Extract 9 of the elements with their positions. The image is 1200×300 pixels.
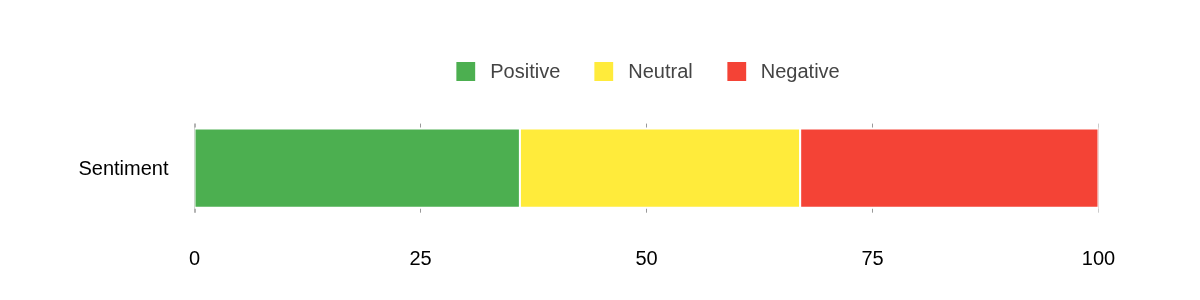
x-tick-label: 75 xyxy=(861,246,884,269)
x-tick-label: 50 xyxy=(635,246,658,269)
y-tick-label: Sentiment xyxy=(78,157,169,180)
x-tick-label: 100 xyxy=(1081,246,1116,269)
legend-label: Positive xyxy=(490,59,561,83)
x-tick-label: 25 xyxy=(409,246,432,269)
legend-label: Negative xyxy=(760,59,840,83)
x-tick-label: 0 xyxy=(188,246,201,269)
legend-label: Neutral xyxy=(628,59,693,83)
